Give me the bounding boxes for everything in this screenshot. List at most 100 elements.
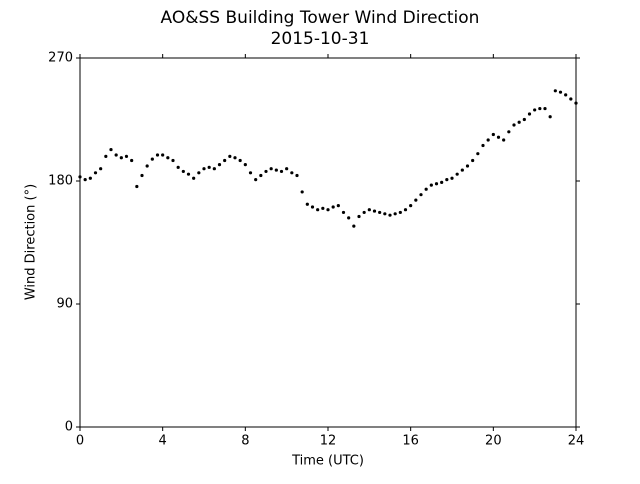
point	[176, 165, 180, 169]
point	[574, 101, 578, 105]
point	[538, 106, 542, 111]
point	[161, 153, 165, 157]
chart-subtitle: 2015-10-31	[271, 29, 370, 49]
point	[78, 175, 82, 179]
point	[548, 115, 552, 119]
x-tick-label: 8	[241, 434, 249, 449]
point	[192, 176, 196, 180]
point	[238, 158, 242, 163]
point	[269, 167, 273, 171]
point	[171, 158, 175, 163]
point	[460, 168, 464, 172]
point	[88, 176, 92, 180]
point	[517, 120, 521, 124]
point	[533, 108, 537, 112]
point	[362, 210, 366, 215]
point	[419, 193, 423, 197]
point	[336, 204, 340, 208]
point	[496, 135, 501, 139]
point	[352, 224, 356, 228]
point	[445, 178, 449, 182]
point	[331, 205, 335, 209]
y-tick-label: 270	[48, 51, 73, 66]
x-tick-label: 24	[568, 434, 585, 449]
point	[316, 208, 320, 212]
point	[295, 173, 299, 178]
point	[372, 209, 377, 213]
point	[140, 173, 144, 178]
point	[109, 147, 113, 152]
point	[367, 208, 371, 212]
point	[145, 164, 149, 168]
point	[378, 210, 382, 215]
point	[83, 178, 87, 182]
point	[243, 163, 247, 167]
point	[274, 168, 278, 172]
point	[124, 154, 129, 158]
y-tick-label: 180	[48, 174, 73, 189]
y-axis-label: Wind Direction (°)	[24, 184, 39, 300]
point	[522, 117, 526, 122]
y-tick-label: 0	[65, 420, 73, 435]
x-tick-label: 20	[485, 434, 502, 449]
point	[434, 182, 439, 186]
point	[104, 154, 108, 158]
point	[512, 123, 516, 127]
point	[300, 190, 304, 194]
point	[465, 164, 470, 168]
point	[264, 169, 268, 174]
point	[197, 171, 201, 175]
point	[543, 106, 547, 111]
point	[491, 132, 495, 137]
x-tick-label: 16	[402, 434, 419, 449]
point	[341, 210, 346, 215]
point	[181, 169, 185, 174]
point	[223, 158, 227, 163]
point	[527, 112, 532, 116]
point	[388, 213, 392, 217]
point	[207, 165, 211, 169]
point	[135, 184, 139, 189]
point	[383, 212, 387, 216]
point	[476, 152, 480, 156]
point	[440, 180, 444, 184]
point	[279, 169, 284, 174]
point	[259, 173, 263, 178]
x-tick-label: 4	[159, 434, 167, 449]
point	[569, 97, 573, 101]
point	[398, 210, 402, 215]
point	[310, 205, 315, 209]
point	[409, 204, 413, 208]
point	[347, 216, 351, 220]
chart-title: AO&SS Building Tower Wind Direction	[161, 8, 480, 28]
point	[486, 138, 490, 142]
point	[119, 156, 123, 160]
point	[290, 171, 294, 175]
point	[150, 157, 154, 161]
point	[429, 183, 433, 187]
point	[186, 172, 191, 176]
point	[155, 153, 160, 157]
point	[248, 171, 253, 175]
point	[93, 171, 98, 175]
point	[285, 167, 289, 171]
point	[357, 214, 361, 219]
point	[424, 187, 428, 191]
point	[321, 206, 325, 210]
point	[414, 198, 418, 202]
point	[455, 172, 459, 176]
point	[202, 167, 206, 171]
point	[553, 89, 557, 93]
point	[481, 143, 485, 148]
point	[403, 208, 408, 212]
x-tick-label: 0	[76, 434, 84, 449]
point	[471, 158, 475, 163]
x-tick-label: 12	[320, 434, 337, 449]
point	[212, 167, 216, 171]
point	[254, 178, 258, 182]
point	[326, 208, 330, 212]
point	[228, 154, 232, 158]
point	[114, 153, 118, 157]
